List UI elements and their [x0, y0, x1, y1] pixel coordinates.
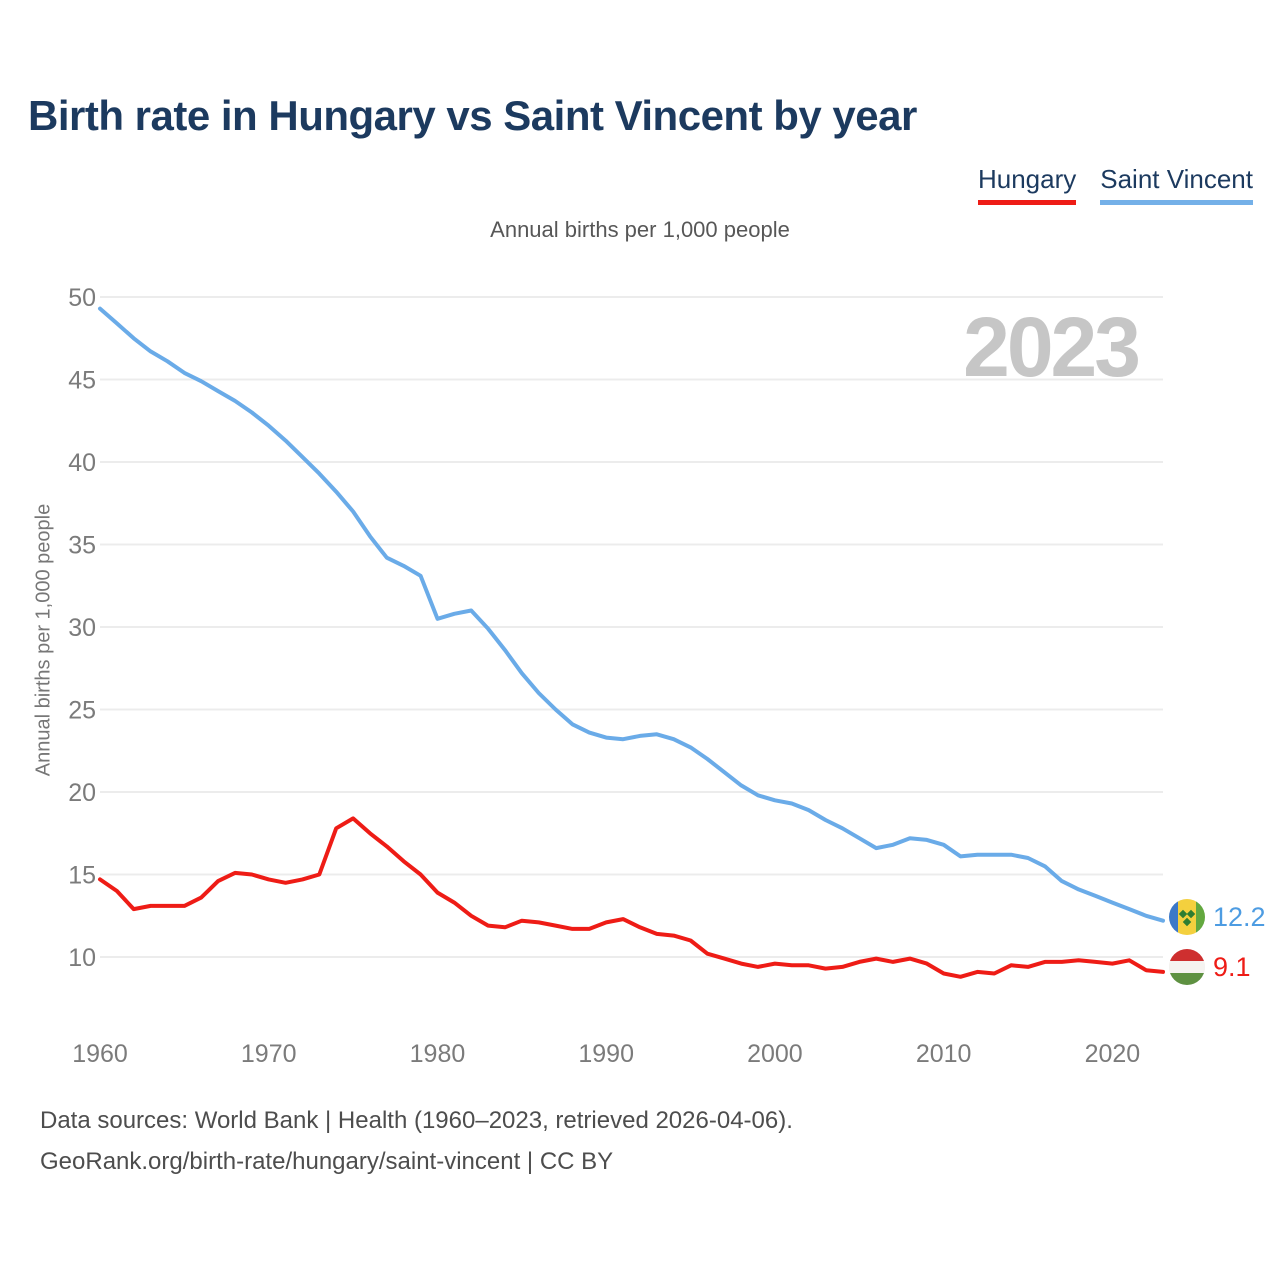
legend-item-saint-vincent[interactable]: Saint Vincent [1100, 164, 1253, 205]
chart-area: 10 15 20 25 30 35 40 45 50 1960 1970 1980 1990 2000 20… [68, 284, 1165, 1068]
x-tick-label: 2000 [747, 1040, 803, 1068]
saint-vincent-flag-icon [1169, 899, 1205, 935]
y-tick-label: 15 [68, 862, 96, 890]
y-tick-label: 30 [68, 614, 96, 642]
hungary-latest-value: 9.1 [1213, 951, 1251, 982]
saint-vincent-latest-value: 12.2 [1213, 901, 1266, 932]
series-line-hungary [98, 816, 1165, 979]
y-tick-label: 10 [68, 944, 96, 972]
x-tick-label: 1970 [241, 1040, 297, 1068]
y-tick-label: 25 [68, 697, 96, 725]
page-title: Birth rate in Hungary vs Saint Vincent b… [28, 92, 917, 139]
watermark-year: 2023 [963, 300, 1138, 394]
hungary-flag-icon [1169, 949, 1205, 985]
y-tick-label: 45 [68, 367, 96, 395]
y-tick-label: 40 [68, 449, 96, 477]
legend-item-hungary[interactable]: Hungary [977, 164, 1077, 205]
x-tick-label: 2010 [916, 1040, 972, 1068]
y-tick-label: 35 [68, 532, 96, 560]
end-label-hungary: 9.1 [1169, 949, 1251, 985]
x-tick-label: 1960 [72, 1040, 128, 1068]
end-label-saint-vincent: 12.2 [1169, 899, 1266, 935]
legend: Hungary Saint Vincent [977, 164, 1253, 205]
x-tick-label: 1980 [410, 1040, 466, 1068]
x-tick-label: 2020 [1085, 1040, 1141, 1068]
footer-attribution: GeoRank.org/birth-rate/hungary/saint-vin… [40, 1148, 614, 1175]
footer-data-sources: Data sources: World Bank | Health (1960–… [40, 1107, 793, 1134]
footer: Data sources: World Bank | Health (1960–… [40, 1100, 793, 1182]
y-tick-label: 50 [68, 284, 96, 312]
x-tick-label: 1990 [578, 1040, 634, 1068]
y-tick-label: 20 [68, 779, 96, 807]
series-line-saint-vincent [98, 306, 1165, 923]
chart-subtitle: Annual births per 1,000 people [490, 217, 790, 242]
